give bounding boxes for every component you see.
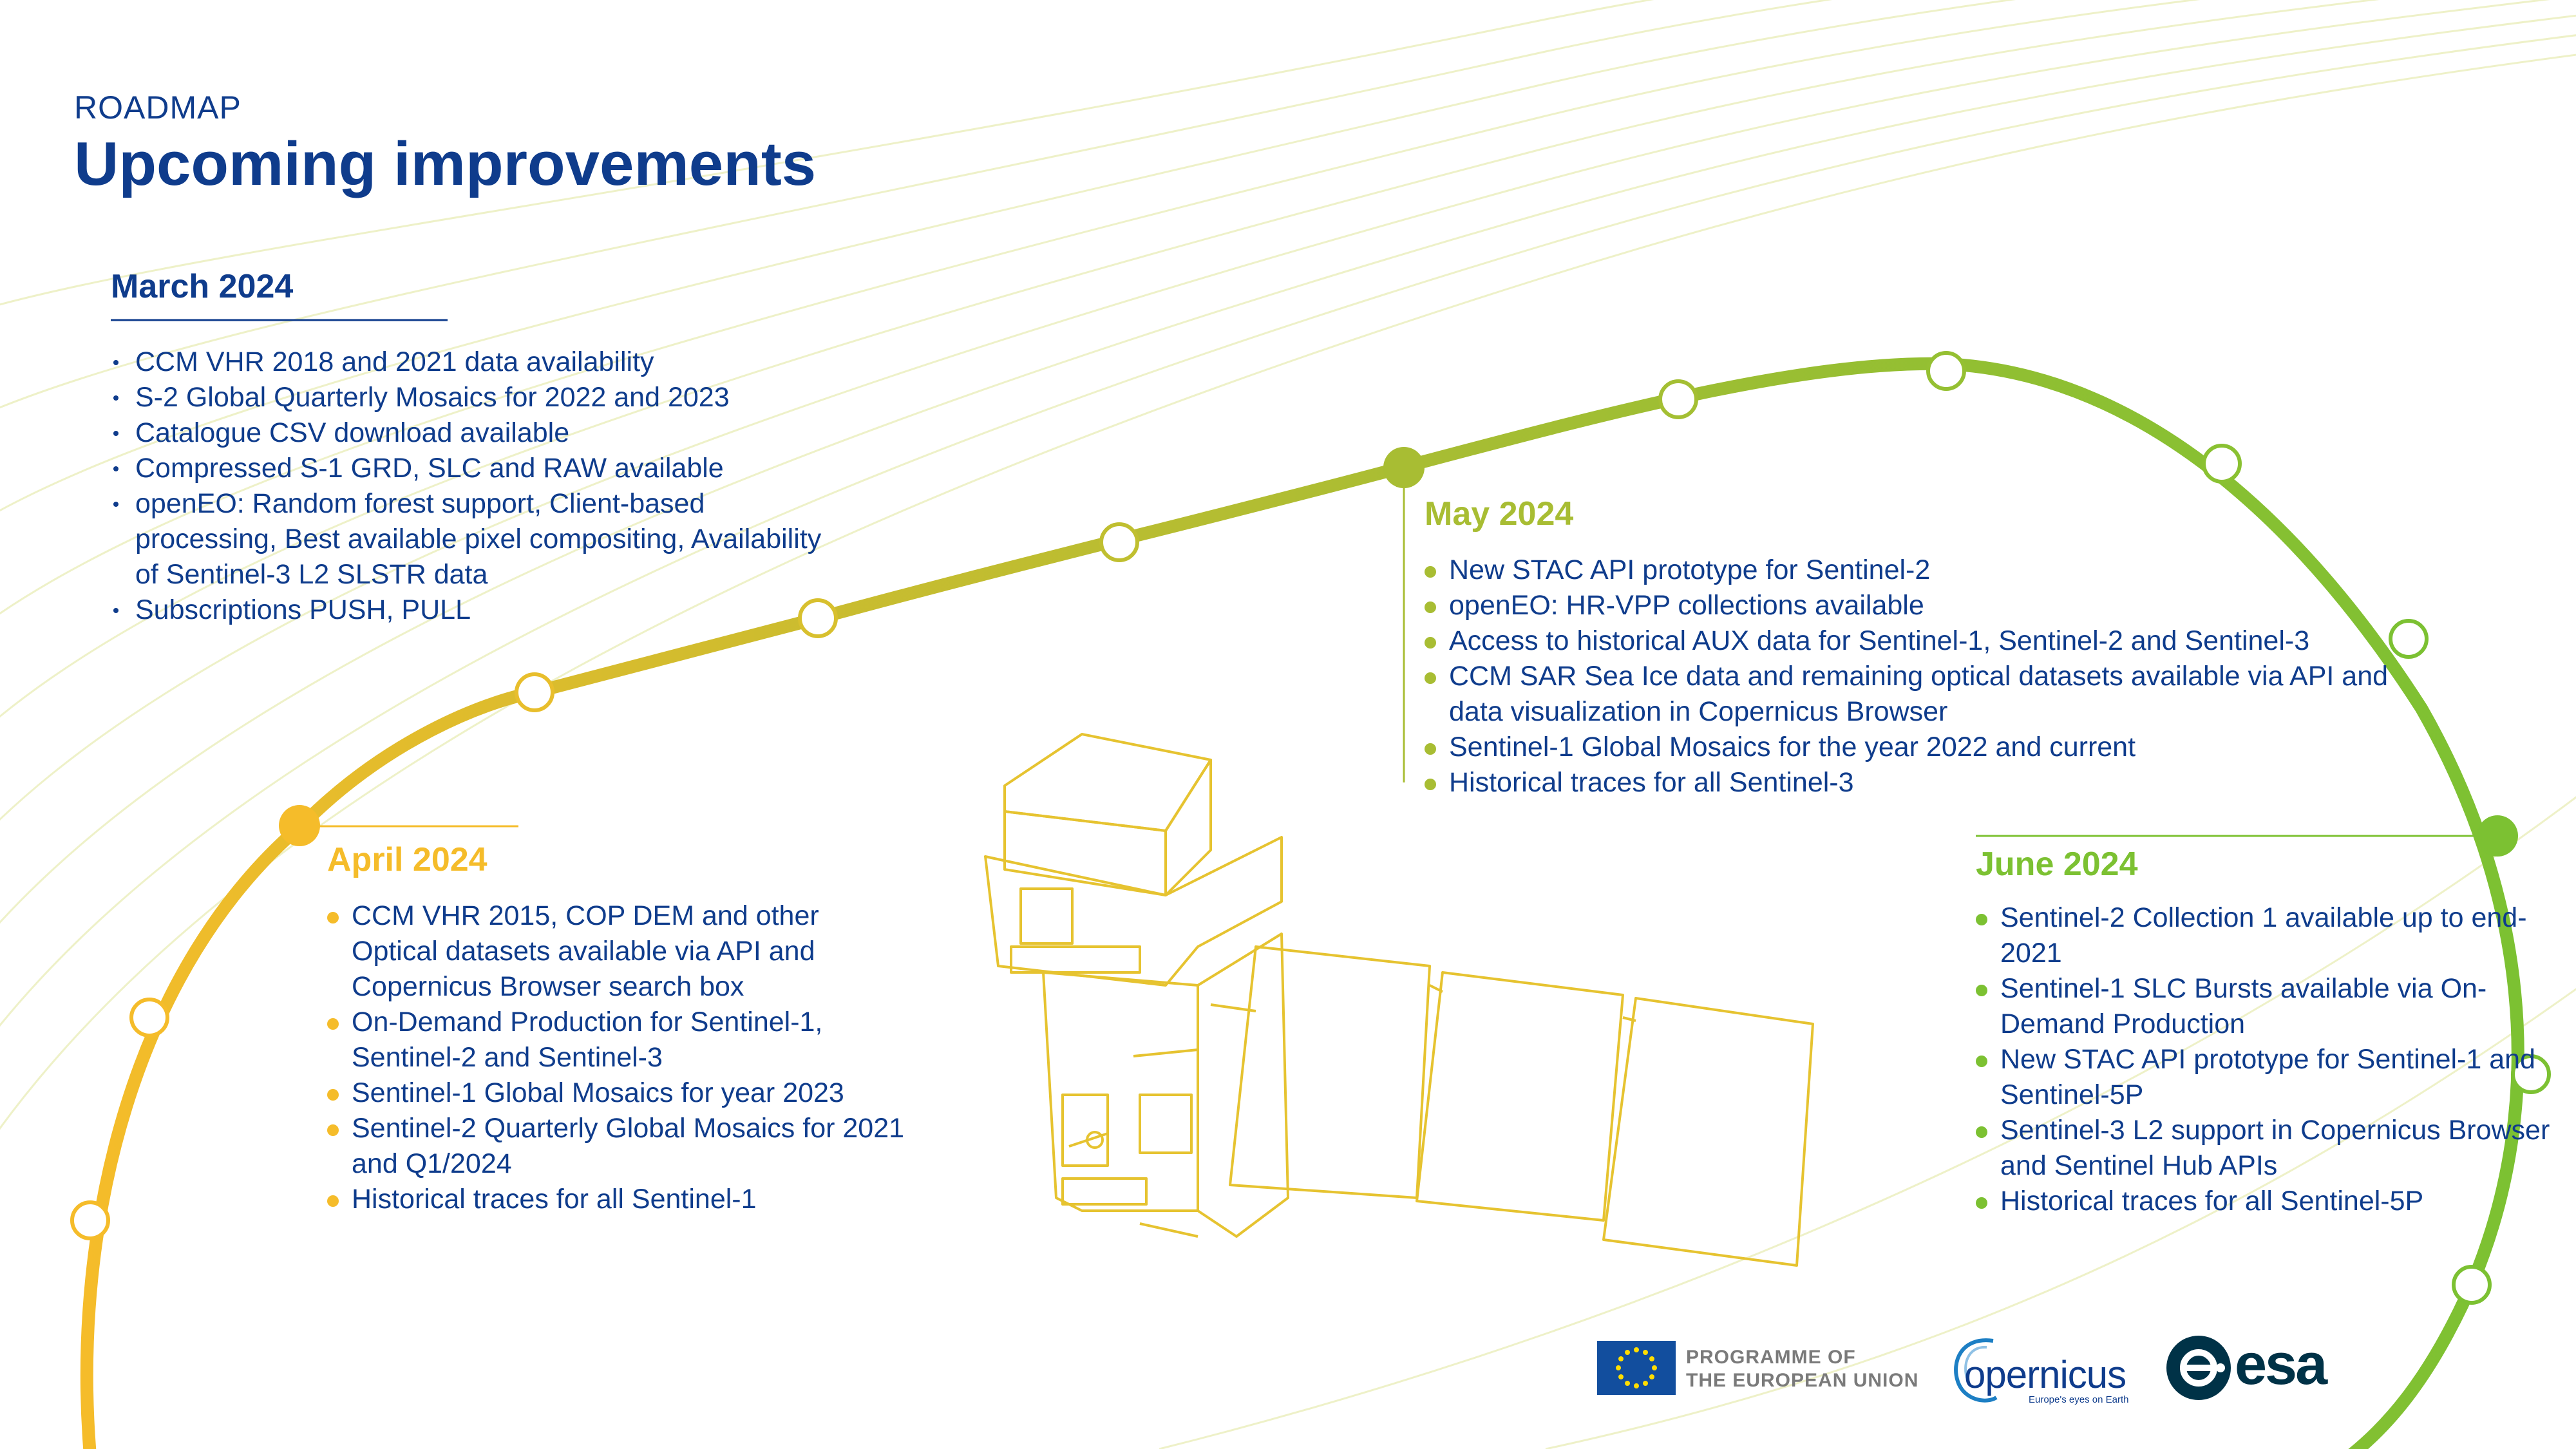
timeline-node xyxy=(2452,1265,2492,1305)
esa-wordmark: esa xyxy=(2235,1332,2327,1397)
list-item: Historical traces for all Sentinel-5P xyxy=(1976,1184,2555,1219)
phase-march: March 2024 CCM VHR 2018 and 2021 data av… xyxy=(111,267,832,628)
list-item: Catalogue CSV download available xyxy=(111,415,832,451)
timeline-node xyxy=(1099,522,1139,562)
list-item: Historical traces for all Sentinel-3 xyxy=(1425,765,2391,800)
esa-logo-icon xyxy=(2166,1336,2231,1400)
phase-label: May 2024 xyxy=(1425,495,1574,533)
list-item: Historical traces for all Sentinel-1 xyxy=(327,1182,907,1217)
list-item: Sentinel-3 L2 support in Copernicus Brow… xyxy=(1976,1113,2555,1184)
timeline-node xyxy=(129,998,169,1037)
list-item: openEO: HR-VPP collections available xyxy=(1425,588,2391,623)
list-item: New STAC API prototype for Sentinel-1 an… xyxy=(1976,1042,2555,1113)
satellite-illustration xyxy=(984,733,1814,1267)
list-item: Sentinel-1 SLC Bursts available via On-D… xyxy=(1976,971,2555,1042)
timeline-nodes xyxy=(70,351,2551,1305)
timeline-node xyxy=(1658,379,1698,419)
eu-flag-icon xyxy=(1597,1341,1676,1395)
list-item: CCM VHR 2015, COP DEM and other Optical … xyxy=(327,898,907,1005)
timeline-node xyxy=(515,672,554,712)
list-item: On-Demand Production for Sentinel-1, Sen… xyxy=(327,1005,907,1075)
list-item: Sentinel-1 Global Mosaics for year 2023 xyxy=(327,1075,907,1111)
phase-label: March 2024 xyxy=(111,268,294,305)
copernicus-wordmark: opernicus xyxy=(1964,1353,2126,1396)
phase-dividers xyxy=(111,319,2496,837)
list-item: Subscriptions PUSH, PULL xyxy=(111,592,832,628)
list-item: Access to historical AUX data for Sentin… xyxy=(1425,623,2391,659)
section-eyebrow: ROADMAP xyxy=(74,90,242,126)
milestone-node-june xyxy=(2477,815,2518,857)
phase-label: June 2024 xyxy=(1976,846,2138,883)
phase-april: April 2024 CCM VHR 2015, COP DEM and oth… xyxy=(327,840,907,1217)
eu-programme-text: PROGRAMME OF THE EUROPEAN UNION xyxy=(1686,1346,1918,1392)
phase-items: New STAC API prototype for Sentinel-2 op… xyxy=(1425,553,2391,800)
milestone-node-may xyxy=(1383,447,1425,488)
list-item: Sentinel-1 Global Mosaics for the year 2… xyxy=(1425,730,2391,765)
timeline-node xyxy=(70,1200,110,1240)
list-item: Compressed S-1 GRD, SLC and RAW availabl… xyxy=(111,451,832,486)
list-item: S-2 Global Quarterly Mosaics for 2022 an… xyxy=(111,380,832,415)
eu-line-2: THE EUROPEAN UNION xyxy=(1686,1370,1919,1391)
timeline-node xyxy=(2202,444,2242,484)
list-item: Sentinel-2 Collection 1 available up to … xyxy=(1976,900,2555,971)
phase-may: May 2024 New STAC API prototype for Sent… xyxy=(1425,495,2391,800)
page-title: Upcoming improvements xyxy=(74,129,817,198)
phase-label: April 2024 xyxy=(327,841,488,878)
phase-items: Sentinel-2 Collection 1 available up to … xyxy=(1976,900,2555,1219)
list-item: CCM SAR Sea Ice data and remaining optic… xyxy=(1425,659,2391,730)
phase-items: CCM VHR 2015, COP DEM and other Optical … xyxy=(327,898,907,1217)
phase-items: CCM VHR 2018 and 2021 data availability … xyxy=(111,345,832,628)
timeline-node xyxy=(1926,351,1966,391)
milestone-nodes xyxy=(279,447,2518,857)
list-item: CCM VHR 2018 and 2021 data availability xyxy=(111,345,832,380)
list-item: openEO: Random forest support, Client-ba… xyxy=(111,486,832,592)
timeline-node xyxy=(2511,1054,2551,1094)
timeline-node xyxy=(2389,619,2429,659)
list-item: New STAC API prototype for Sentinel-2 xyxy=(1425,553,2391,588)
eu-line-1: PROGRAMME OF xyxy=(1686,1347,1856,1368)
copernicus-logo-icon xyxy=(1954,1338,1998,1403)
copernicus-tagline: Europe's eyes on Earth xyxy=(2029,1394,2129,1405)
phase-june: June 2024 Sentinel-2 Collection 1 availa… xyxy=(1976,845,2555,1219)
timeline-node xyxy=(798,598,838,638)
list-item: Sentinel-2 Quarterly Global Mosaics for … xyxy=(327,1111,907,1182)
